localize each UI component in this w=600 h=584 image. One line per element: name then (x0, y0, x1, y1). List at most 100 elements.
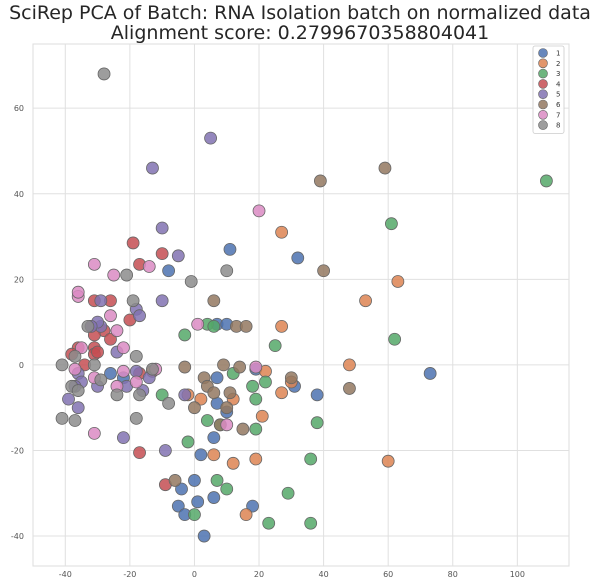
data-point (184, 275, 198, 288)
data-point (291, 251, 305, 265)
data-point (381, 454, 395, 468)
legend-marker (538, 120, 548, 130)
data-point (68, 349, 82, 363)
data-point (178, 360, 192, 374)
x-tick-label: 80 (448, 570, 458, 579)
data-point (275, 319, 289, 333)
data-point (249, 392, 263, 406)
legend-label: 1 (556, 50, 560, 58)
data-point (129, 364, 143, 378)
data-point (313, 174, 327, 188)
data-point (249, 360, 263, 374)
x-tick-label: -20 (123, 570, 136, 579)
y-tick-label: 60 (14, 104, 24, 113)
data-point (197, 529, 211, 543)
data-point (194, 392, 208, 406)
x-tick-label: 100 (510, 570, 525, 579)
data-point (155, 221, 169, 235)
legend-label: 7 (556, 111, 560, 119)
data-point (68, 362, 82, 376)
data-point (133, 446, 146, 460)
data-point (104, 309, 117, 323)
data-point (220, 482, 234, 496)
grid-lines (33, 44, 569, 566)
data-point (204, 131, 217, 145)
scatter-points (55, 67, 553, 543)
data-point (87, 358, 101, 372)
data-point (107, 268, 121, 282)
data-point (191, 495, 205, 509)
chart-title: SciRep PCA of Batch: RNA Isolation batch… (9, 2, 591, 24)
legend-marker (538, 58, 548, 69)
data-point (71, 285, 85, 299)
data-point (68, 414, 82, 427)
x-tick-label: 20 (254, 570, 264, 579)
legend: 1 2 3 4 5 6 7 8 (532, 45, 565, 134)
data-point (178, 328, 192, 342)
data-point (385, 217, 398, 231)
data-point (146, 161, 159, 175)
data-point (281, 486, 295, 500)
data-point (171, 249, 185, 263)
data-point (236, 422, 250, 436)
data-point (129, 375, 143, 389)
data-point (220, 264, 234, 278)
data-point (223, 386, 237, 400)
legend-label: 5 (556, 91, 560, 99)
data-point (317, 264, 331, 278)
data-point (207, 294, 221, 308)
x-tick-label: 60 (383, 570, 393, 579)
data-point (388, 332, 402, 346)
data-point (87, 426, 101, 440)
data-point (117, 364, 130, 378)
data-point (194, 448, 208, 462)
legend-label: 2 (556, 60, 560, 68)
data-point (146, 362, 159, 376)
chart-subtitle: Alignment score: 0.2799670358804041 (110, 22, 490, 44)
data-point (207, 491, 221, 504)
data-point (223, 242, 237, 256)
x-tick-label: 0 (192, 570, 197, 579)
y-tick-label: 40 (14, 190, 24, 199)
data-point (75, 341, 88, 355)
data-point (178, 388, 192, 402)
data-point (91, 345, 104, 359)
legend-label: 4 (556, 80, 561, 88)
y-tick-label: 0 (19, 361, 24, 370)
data-point (181, 435, 195, 449)
data-point (226, 456, 240, 470)
data-point (378, 161, 392, 175)
data-point (133, 309, 146, 323)
data-point (343, 382, 356, 395)
data-point (55, 358, 69, 372)
data-point (162, 397, 176, 410)
data-point (304, 516, 318, 530)
data-point (142, 260, 156, 273)
data-point (155, 247, 169, 261)
data-point (246, 499, 259, 513)
data-point (191, 317, 205, 331)
y-tick-label: 20 (14, 275, 24, 284)
data-point (55, 411, 69, 425)
data-point (158, 444, 172, 457)
data-point (126, 236, 140, 250)
data-point (343, 358, 356, 372)
legend-marker (538, 68, 548, 79)
data-point (162, 264, 176, 278)
data-point (97, 67, 111, 81)
data-point (207, 448, 221, 462)
data-point (262, 516, 276, 530)
data-point (110, 388, 124, 402)
data-point (207, 319, 221, 333)
data-point (155, 294, 169, 308)
data-point (275, 386, 289, 400)
data-point (117, 431, 130, 445)
series-3 (155, 174, 553, 530)
data-point (210, 474, 224, 487)
x-tick-label: 40 (319, 570, 329, 579)
data-point (155, 388, 169, 402)
data-point (168, 474, 182, 487)
data-point (126, 294, 140, 308)
legend-marker (538, 48, 548, 58)
